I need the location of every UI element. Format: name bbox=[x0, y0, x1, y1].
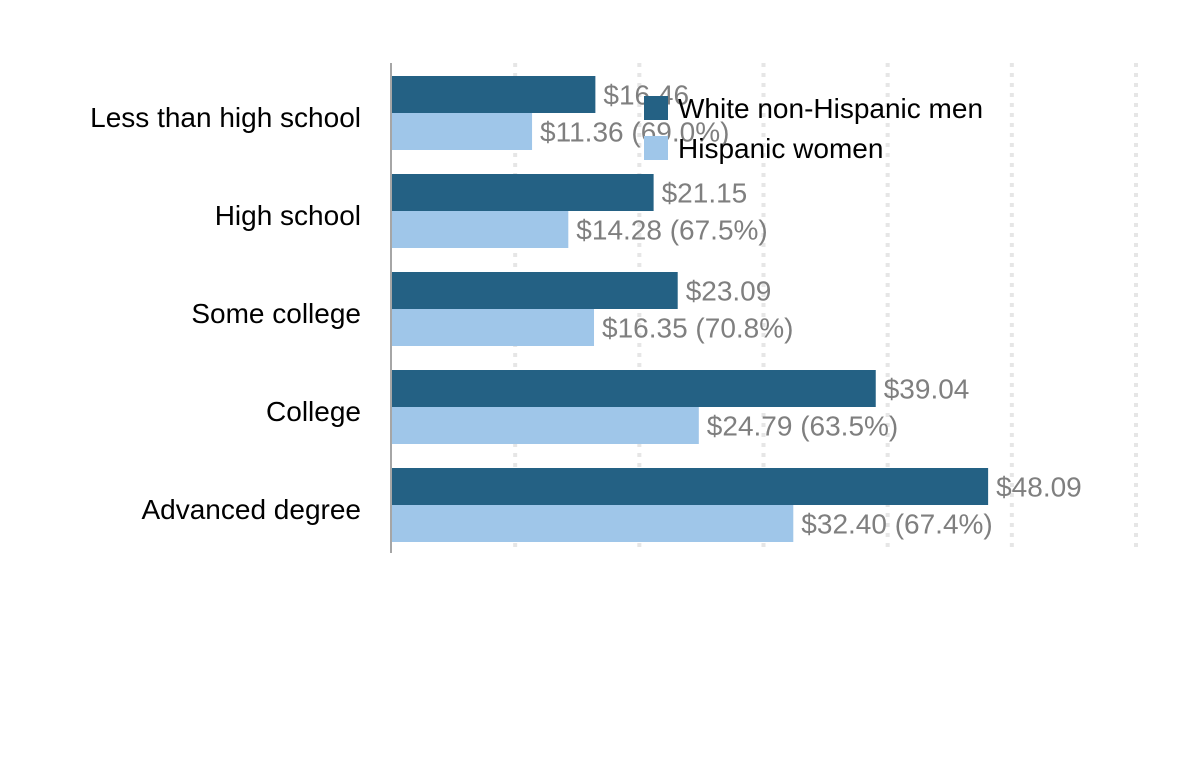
legend-swatch-white-non-hispanic-men bbox=[644, 96, 668, 120]
bar-white-non-hispanic-men bbox=[391, 370, 876, 407]
bar-hispanic-women bbox=[391, 505, 794, 542]
data-label: $48.09 bbox=[996, 472, 1082, 503]
bar-white-non-hispanic-men bbox=[391, 272, 678, 309]
bar-hispanic-women bbox=[391, 407, 699, 444]
legend-label-hispanic-women: Hispanic women bbox=[678, 133, 883, 164]
data-label: $32.40 (67.4%) bbox=[801, 509, 992, 540]
bar-white-non-hispanic-men bbox=[391, 468, 989, 505]
data-label: $39.04 bbox=[884, 374, 970, 405]
data-label: $11.36 (69.0%) bbox=[540, 117, 729, 148]
data-label: $23.09 bbox=[686, 276, 772, 307]
category-label: Less than high school bbox=[90, 102, 361, 133]
legend: White non-Hispanic men Hispanic women bbox=[644, 93, 983, 164]
data-label: $24.79 (63.5%) bbox=[707, 411, 898, 442]
bar-white-non-hispanic-men bbox=[391, 76, 596, 113]
data-label: $16.35 (70.8%) bbox=[602, 313, 793, 344]
category-label: Some college bbox=[191, 298, 361, 329]
category-label: College bbox=[266, 396, 361, 427]
legend-swatch-hispanic-women bbox=[644, 136, 668, 160]
bars-layer bbox=[391, 76, 989, 542]
bar-hispanic-women bbox=[391, 211, 569, 248]
bar-hispanic-women bbox=[391, 113, 533, 150]
labels-layer: Less than high school$16.46$11.36 (69.0%… bbox=[90, 80, 1082, 540]
data-label: $14.28 (67.5%) bbox=[576, 215, 767, 246]
category-label: High school bbox=[215, 200, 361, 231]
data-label: $21.15 bbox=[662, 178, 748, 209]
bar-hispanic-women bbox=[391, 309, 595, 346]
legend-label-white-non-hispanic-men: White non-Hispanic men bbox=[678, 93, 983, 124]
category-label: Advanced degree bbox=[141, 494, 361, 525]
bar-white-non-hispanic-men bbox=[391, 174, 654, 211]
